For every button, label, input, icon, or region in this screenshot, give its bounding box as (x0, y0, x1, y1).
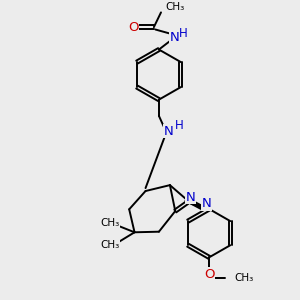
Text: O: O (204, 268, 214, 281)
Text: H: H (179, 27, 188, 40)
Text: N: N (170, 31, 180, 44)
Text: CH₃: CH₃ (234, 273, 254, 283)
Text: CH₃: CH₃ (165, 2, 184, 12)
Text: H: H (175, 119, 184, 132)
Text: O: O (128, 21, 138, 34)
Text: N: N (164, 125, 174, 138)
Text: CH₃: CH₃ (100, 218, 120, 228)
Text: N: N (202, 197, 211, 211)
Text: N: N (186, 191, 196, 204)
Text: CH₃: CH₃ (100, 240, 120, 250)
